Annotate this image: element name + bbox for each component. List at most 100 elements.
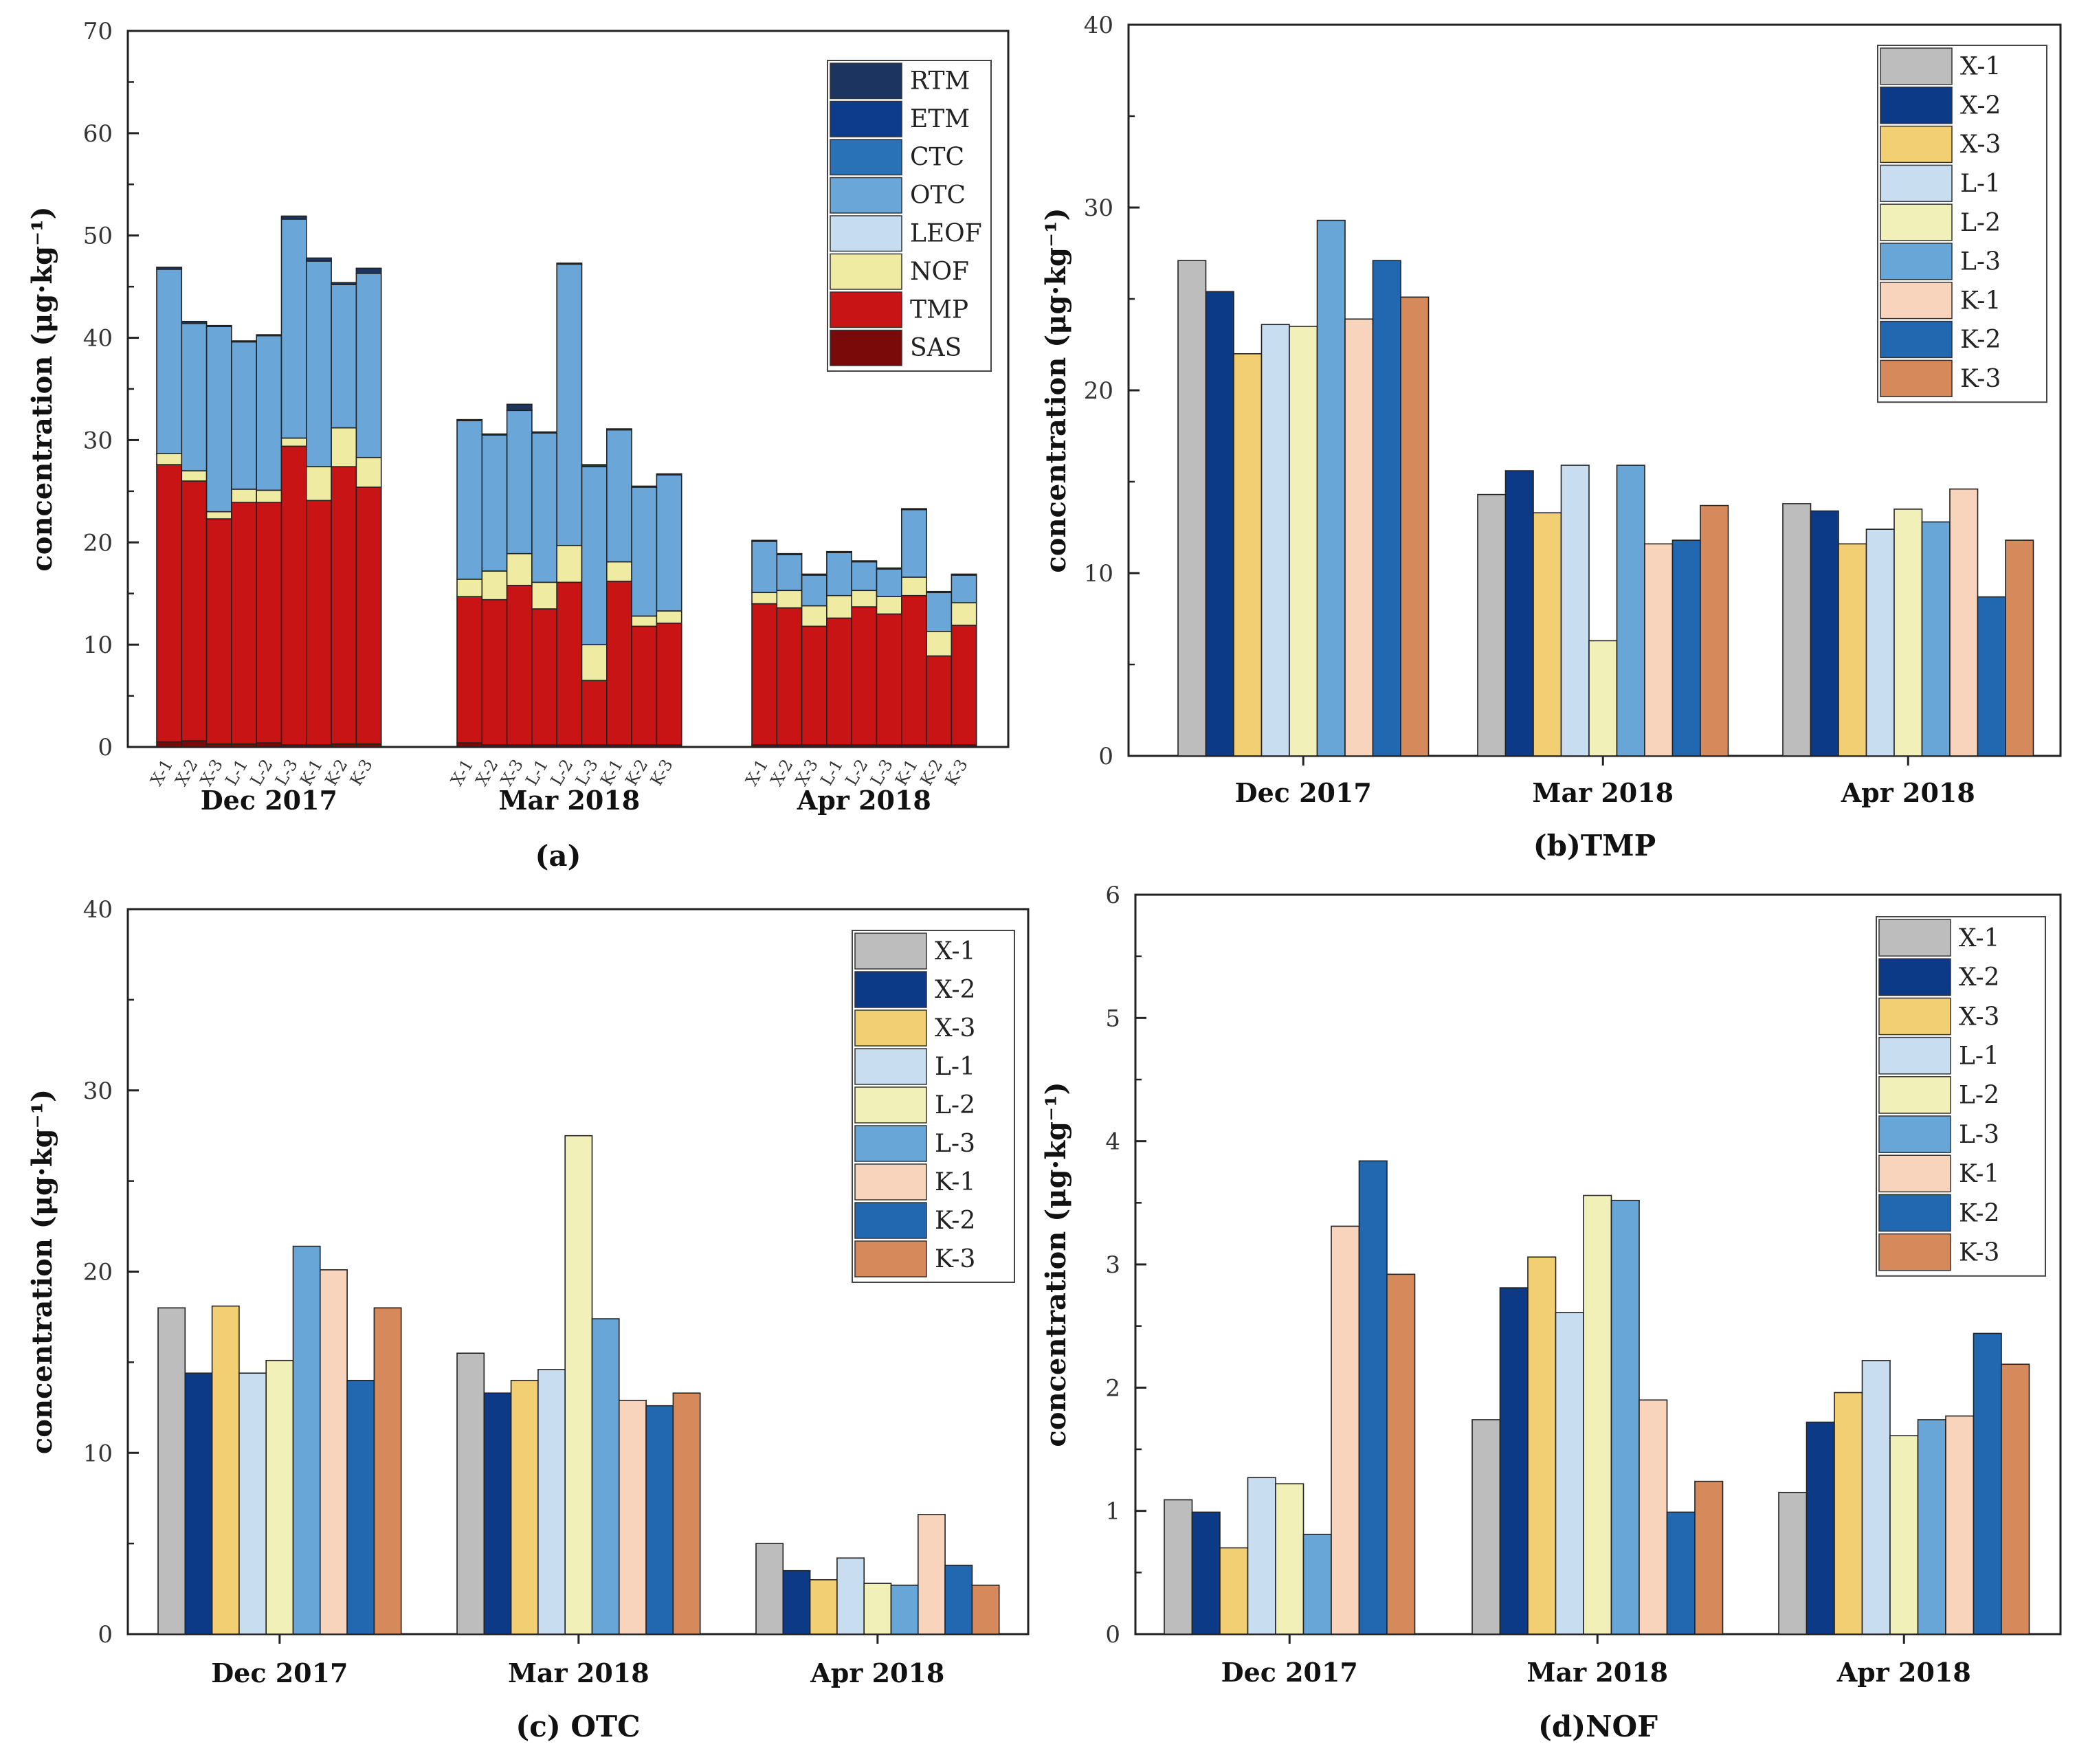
- stacked-bar-segment: [256, 489, 282, 504]
- bar: [157, 1307, 186, 1635]
- legend-label: L-3: [1959, 1121, 1999, 1149]
- y-tick-label: 3: [1105, 1251, 1120, 1279]
- panel-c: 0 10 20 30 40 concentration (μg·kg⁻¹) Dec 2017…: [26, 896, 1030, 1743]
- stacked-bar-segment: [181, 322, 208, 471]
- legend-label: K-2: [1960, 326, 2001, 354]
- x-category-label: Apr 2018: [1841, 777, 1975, 808]
- bar: [537, 1369, 566, 1635]
- x-category-label: Mar 2018: [1526, 1657, 1668, 1688]
- x-tick-label: K-3: [346, 756, 377, 789]
- legend-swatch: [854, 1240, 927, 1277]
- x-group-label: Mar 2018: [498, 785, 640, 816]
- stacked-bar-segment: [801, 625, 828, 746]
- bar: [672, 1392, 701, 1635]
- y-tick-label: 30: [83, 1078, 113, 1105]
- bar: [1671, 539, 1701, 757]
- bar: [1504, 470, 1534, 757]
- bar: [1177, 260, 1207, 757]
- stacked-bar-segment: [305, 257, 332, 262]
- stacked-bar-segment: [355, 272, 382, 458]
- bar: [346, 1379, 375, 1635]
- bar: [809, 1579, 838, 1635]
- y-tick-label: 60: [83, 120, 113, 148]
- bar: [863, 1583, 892, 1635]
- bar: [265, 1359, 294, 1635]
- y-tick-label: 40: [83, 325, 113, 353]
- x-category-label: Apr 2018: [810, 1657, 944, 1688]
- bar: [292, 1245, 321, 1635]
- x-category-label: Mar 2018: [1532, 777, 1674, 808]
- legend-swatch: [1878, 997, 1951, 1036]
- bar: [1260, 324, 1290, 757]
- legend-label: X-3: [935, 1014, 975, 1042]
- stacked-bar-segment: [901, 509, 927, 578]
- y-tick-label: 10: [83, 1440, 113, 1467]
- bar: [1302, 1533, 1332, 1635]
- bar: [2001, 1363, 2030, 1635]
- bar: [1233, 353, 1263, 757]
- bar: [1477, 493, 1507, 757]
- bar: [1560, 465, 1590, 757]
- bar: [2005, 539, 2034, 757]
- x-category-label: Dec 2017: [1221, 1657, 1358, 1688]
- bar: [1865, 528, 1895, 757]
- bar: [1471, 1419, 1501, 1635]
- bar: [1527, 1256, 1557, 1635]
- bar: [1588, 640, 1618, 757]
- x-tick-label: L-3: [867, 756, 897, 789]
- stacked-bar-segment: [826, 594, 853, 619]
- stacked-bar-segment: [656, 473, 682, 476]
- stacked-bar-segment: [801, 605, 828, 627]
- y-tick-label: 0: [98, 734, 113, 761]
- bar: [1499, 1287, 1529, 1635]
- stacked-bar-segment: [506, 403, 533, 412]
- stacked-bar-segment: [231, 340, 257, 343]
- x-tick-label: K-3: [647, 756, 677, 789]
- y-tick-label: 20: [83, 529, 113, 557]
- bar: [184, 1372, 213, 1635]
- bar: [1782, 503, 1812, 757]
- bar: [944, 1564, 973, 1635]
- x-tick-label: X-2: [172, 756, 202, 789]
- stacked-bar-segment: [206, 518, 232, 745]
- legend-swatch: [1878, 919, 1951, 957]
- legend-swatch: [1880, 47, 1953, 85]
- legend-label: TMP: [910, 296, 968, 324]
- legend-label: L-3: [1960, 248, 2001, 276]
- bar: [1921, 521, 1951, 757]
- stacked-bar-segment: [656, 474, 682, 612]
- stacked-bar-segment: [456, 418, 483, 421]
- stacked-bar-segment: [901, 594, 927, 746]
- stacked-bar-segment: [776, 552, 803, 555]
- legend-label: X-1: [935, 937, 975, 965]
- legend-label: X-2: [1960, 91, 2001, 120]
- bar: [1386, 1273, 1416, 1635]
- legend-label: L-1: [935, 1053, 975, 1081]
- legend-label: K-1: [1960, 287, 2001, 315]
- x-tick-label: L-1: [221, 756, 252, 789]
- y-axis-label: concentration (μg·kg⁻¹): [1040, 1082, 1072, 1447]
- panel-caption: (b)TMP: [1533, 829, 1656, 862]
- stacked-bar-segment: [256, 502, 282, 744]
- stacked-bar-segment: [851, 590, 878, 607]
- bar: [1977, 596, 2006, 757]
- stacked-bar-segment: [355, 487, 382, 745]
- bar: [1861, 1360, 1891, 1635]
- legend-swatch: [854, 1163, 927, 1201]
- bar: [238, 1372, 267, 1635]
- bar: [1694, 1480, 1724, 1635]
- x-category-label: Apr 2018: [1836, 1657, 1971, 1688]
- bar: [1247, 1477, 1276, 1635]
- x-category-label: Mar 2018: [508, 1657, 649, 1688]
- stacked-bar-segment: [631, 615, 658, 627]
- stacked-bar-segment: [901, 577, 927, 596]
- stacked-bar-segment: [481, 434, 508, 572]
- legend-swatch: [1880, 320, 1953, 359]
- bar: [1400, 296, 1430, 757]
- legend-swatch: [1878, 1154, 1951, 1193]
- y-axis-label: concentration (μg·kg⁻¹): [26, 206, 58, 571]
- legend-label: X-3: [1960, 131, 2001, 159]
- bar: [782, 1570, 811, 1635]
- stacked-bar-segment: [531, 581, 558, 610]
- stacked-bar-segment: [556, 263, 583, 265]
